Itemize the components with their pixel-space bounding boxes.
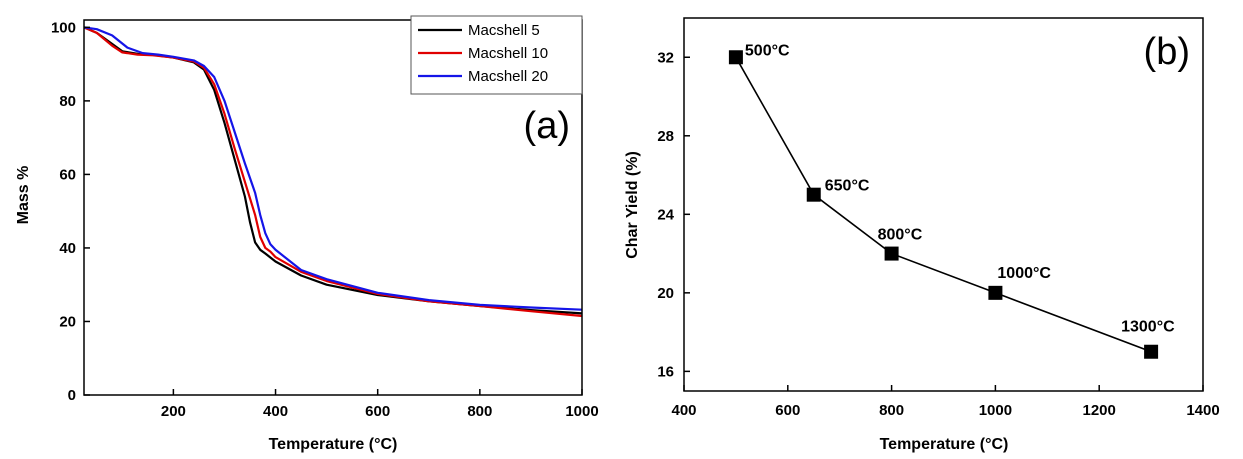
series-curves (83, 26, 583, 318)
point-label: 1000°C (997, 265, 1051, 282)
plot-frame-a (83, 19, 583, 396)
y-axis-title-a: Mass % (15, 166, 32, 225)
legend-label: Macshell 5 (468, 22, 540, 39)
chart-panel-b: 500°C 650°C 800°C 1000°C 1300°C 400 600 800 100… (624, 17, 1220, 453)
y-tick-label: 0 (68, 387, 76, 404)
data-point-marker (988, 285, 1003, 300)
y-tick-label: 60 (59, 166, 76, 183)
y-axis-b: 16 20 24 28 32 (657, 49, 690, 380)
y-tick-label: 40 (59, 240, 76, 257)
data-point-marker (806, 187, 821, 202)
x-axis-b: 400 600 800 1000 1200 1400 (671, 385, 1220, 419)
data-point-marker (728, 50, 743, 65)
x-tick-label: 600 (365, 403, 390, 420)
point-label: 650°C (825, 178, 870, 195)
x-tick-label: 400 (671, 402, 696, 419)
x-axis-title-b: Temperature (°C) (880, 436, 1009, 453)
point-label: 1300°C (1121, 319, 1175, 336)
x-tick-label: 800 (467, 403, 492, 420)
y-tick-label: 32 (657, 49, 674, 66)
panel-label-a: (a) (524, 105, 570, 147)
y-tick-label: 100 (51, 19, 76, 36)
panel-label-b: (b) (1144, 31, 1190, 73)
x-tick-label: 1000 (565, 403, 598, 420)
y-tick-label: 24 (657, 206, 674, 223)
y-tick-label: 28 (657, 128, 674, 145)
y-axis-a: 0 20 40 60 80 100 (51, 19, 90, 404)
x-tick-label: 800 (879, 402, 904, 419)
plot-frame-b (683, 17, 1204, 392)
legend: Macshell 5 Macshell 10 Macshell 20 (410, 15, 583, 95)
char-yield-line (735, 56, 1152, 353)
legend-label: Macshell 20 (468, 68, 548, 85)
y-tick-label: 20 (657, 285, 674, 302)
y-axis-title-b: Char Yield (%) (624, 151, 641, 259)
x-axis-a: 200 400 600 800 1000 (161, 389, 599, 420)
y-tick-label: 20 (59, 313, 76, 330)
legend-label: Macshell 10 (468, 45, 548, 62)
x-tick-label: 1000 (979, 402, 1012, 419)
x-tick-label: 1200 (1083, 402, 1116, 419)
x-tick-label: 600 (775, 402, 800, 419)
y-tick-label: 80 (59, 93, 76, 110)
data-point-marker (884, 246, 899, 261)
data-point-marker (1144, 344, 1159, 359)
x-tick-label: 200 (161, 403, 186, 420)
x-tick-label: 1400 (1186, 402, 1219, 419)
x-axis-title-a: Temperature (°C) (269, 436, 398, 453)
chart-panel-a: 200 400 600 800 1000 0 20 40 60 80 100 Temperatur… (15, 15, 599, 453)
point-label: 500°C (745, 42, 790, 59)
y-tick-label: 16 (657, 363, 674, 380)
char-yield-series: 500°C 650°C 800°C 1000°C 1300°C (728, 42, 1175, 359)
x-tick-label: 400 (263, 403, 288, 420)
point-label: 800°C (878, 227, 923, 244)
series-line-3 (83, 26, 583, 311)
